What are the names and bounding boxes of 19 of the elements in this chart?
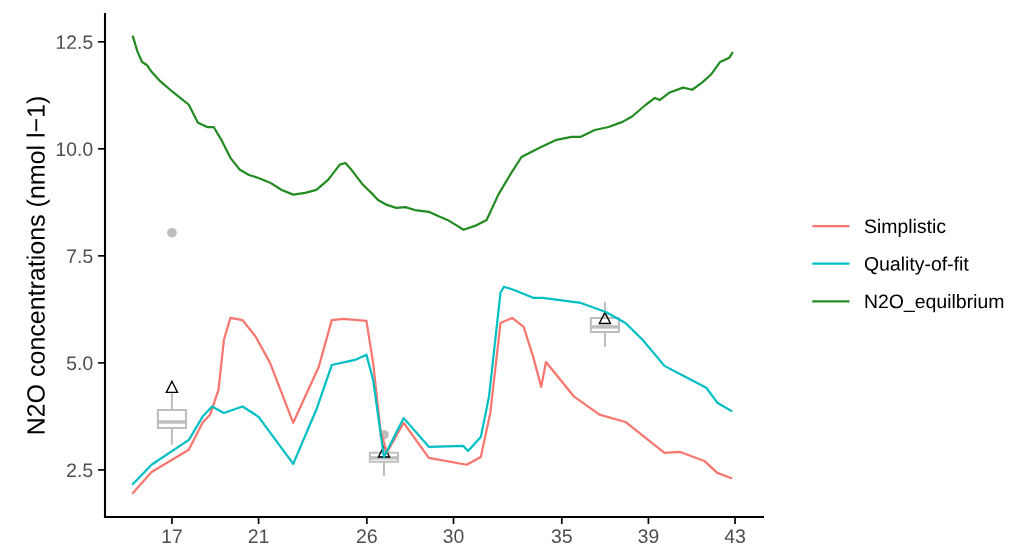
x-tick-label: 35 [551,529,572,544]
legend-label: N2O_equilbrium [865,294,1004,313]
y-tick-label: 7.5 [67,249,93,264]
x-tick-label: 17 [162,529,182,543]
y-axis-title: N2O concentrations (nmol l−1) [26,97,50,434]
line-series [131,285,733,486]
line-series [131,35,734,231]
y-tick-label: 2.5 [67,463,93,478]
y-tick-label: 12.5 [56,35,93,50]
x-tick-label: 26 [357,529,377,544]
x-tick-label: 30 [443,529,464,544]
legend-label: Simplistic [864,218,946,237]
y-tick-label: 5.0 [66,356,93,371]
x-tick-label: 39 [638,529,659,544]
x-tick-label: 21 [248,529,269,543]
x-tick-label: 43 [724,529,746,544]
line-series [131,316,733,495]
legend-label: Quality-of-fit [864,256,969,275]
y-tick-label: 10.0 [56,142,93,157]
